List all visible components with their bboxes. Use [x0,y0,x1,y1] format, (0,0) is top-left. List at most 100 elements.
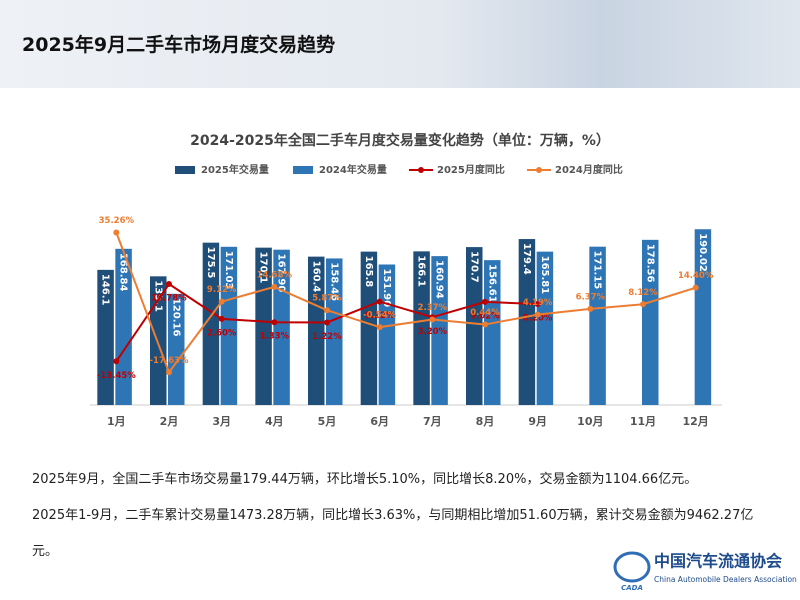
point [534,301,541,308]
data-label: 9.02% [470,311,500,321]
x-tick-label: 2月 [160,415,179,428]
data-label: 1.33% [260,332,290,342]
bar [150,276,167,405]
data-label: -0.54% [363,311,396,321]
data-label: 151.90 [381,268,392,307]
header-band: 2025年9月二手车市场月度交易趋势 [0,0,800,88]
data-label: 14.68% [257,270,293,280]
point [113,229,120,236]
data-label: 178.56 [644,244,655,283]
legend-label: 2025月度同比 [437,163,505,176]
bar [431,256,448,405]
point [218,315,225,322]
point [429,316,436,323]
x-tick-label: 4月 [265,415,284,428]
data-label: 4.19% [523,298,553,308]
data-label: 168.84 [118,253,129,292]
data-label: 171.03 [223,251,234,290]
bar [413,251,430,405]
bar [694,229,712,405]
data-label: -13.45% [97,371,136,381]
x-tick-label: 9月 [528,415,547,428]
x-tick-label: 10月 [577,415,603,428]
bar [168,293,185,405]
bar [308,256,325,405]
data-label: 0.44% [470,308,500,318]
paragraph: 2025年1-9月，二手车累计交易量1473.28万辆，同比增长3.63%，与同… [32,508,754,559]
data-label: 160.4 [310,261,321,293]
x-tick-label: 5月 [318,415,337,428]
point [482,321,488,328]
point [376,324,383,331]
point [218,298,225,305]
data-label: 167.90 [276,254,287,293]
data-label: -17.63% [150,356,189,366]
data-label: 165.8 [363,256,374,288]
x-tick-label: 6月 [370,415,389,428]
data-label: 170.7 [468,251,479,283]
point [587,305,594,312]
data-label: 9.12% [365,311,395,321]
data-label: 14.40% [678,271,714,281]
data-label: 120.16 [170,298,181,337]
data-label: 2.37% [418,303,448,313]
data-label: 6.37% [576,292,606,302]
point [482,298,488,305]
bar [115,248,132,405]
data-label: 146.1 [100,274,111,306]
legend-label: 2025年交易量 [201,163,269,176]
point [376,298,383,305]
data-label: 179.4 [521,243,532,275]
data-label: 1.22% [312,332,342,342]
legend-swatch [293,166,313,174]
logo: CADA 中国汽车流通协会 China Automobile Dealers A… [613,551,797,592]
bar [484,260,501,405]
bar [642,239,659,405]
data-label: 9.12% [207,285,237,295]
logo-mark: CADA [621,584,643,592]
legend-swatch [175,166,195,174]
data-label: 8.20% [523,314,553,324]
point [166,369,172,376]
logo-icon [613,551,651,583]
point [271,283,278,290]
data-label: 190.02 [697,233,708,272]
point [271,319,278,326]
legend-swatch [536,167,542,173]
x-tick-label: 3月 [212,415,231,428]
data-label: 156.61 [486,264,497,303]
data-label: 5.87% [312,294,342,304]
bar [589,246,606,405]
data-label: 3.20% [418,327,448,337]
x-tick-label: 12月 [683,415,709,428]
x-tick-label: 11月 [630,415,656,428]
data-label: 165.81 [539,256,550,295]
data-label: 158.46 [328,262,339,301]
data-label: 175.5 [205,247,216,279]
data-label: 8.12% [628,288,658,298]
bar [326,258,343,405]
data-label: 2.60% [207,328,237,338]
chart-title: 2024-2025年全国二手车月度交易量变化趋势（单位：万辆，%） [190,132,610,149]
bar [518,239,536,405]
point [534,311,541,318]
bar [378,264,396,405]
x-tick-label: 8月 [476,415,495,428]
bar [360,251,378,405]
bar [536,251,554,405]
legend-label: 2024月度同比 [555,163,623,176]
line [115,232,696,375]
paragraph: 2025年9月，全国二手车市场交易量179.44万辆，环比增长5.10%，同比增… [32,472,698,487]
bar [255,247,272,405]
bar [202,242,220,405]
data-label: 15.78% [151,294,187,304]
bar [220,246,238,405]
data-label: 170.1 [258,252,269,284]
bar [466,247,483,405]
data-label: 171.15 [592,251,603,290]
data-label: 35.26% [99,216,135,226]
logo-english: China Automobile Dealers Association [654,575,797,584]
point [166,281,172,288]
